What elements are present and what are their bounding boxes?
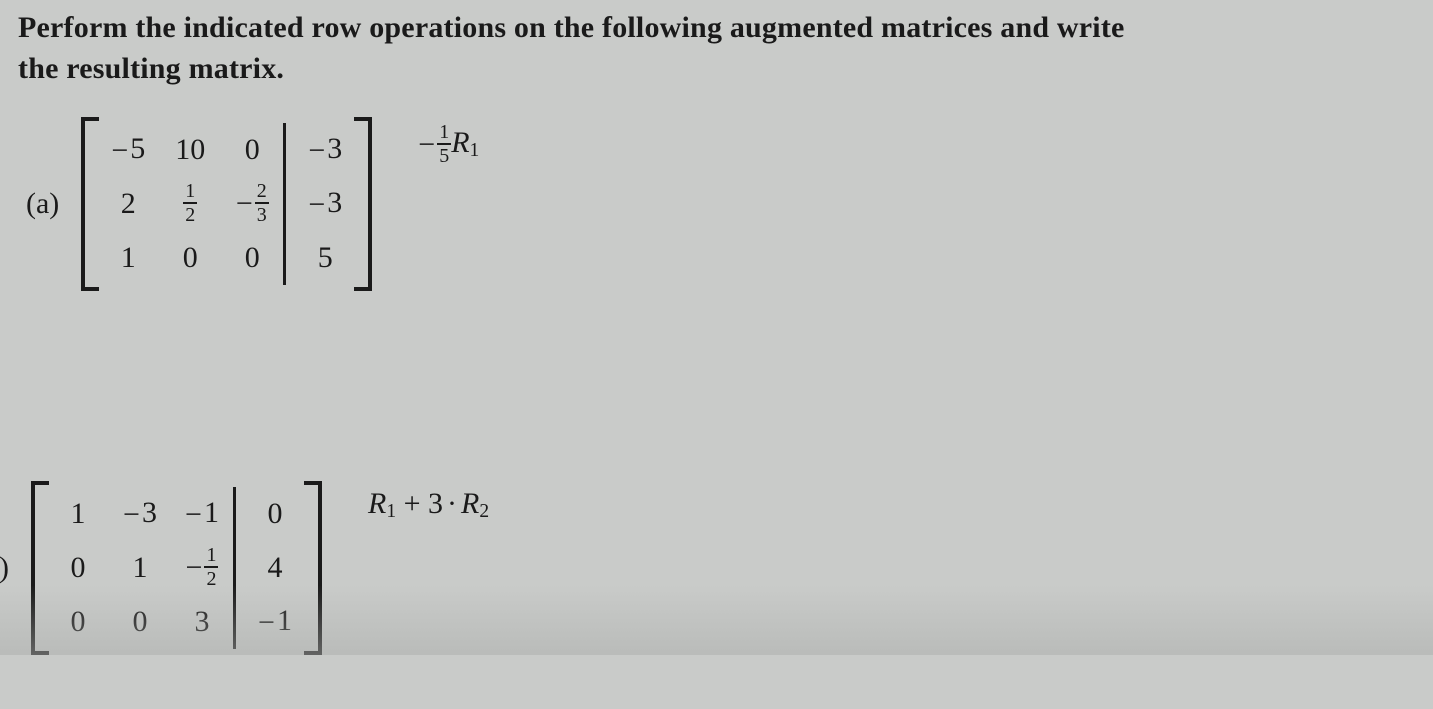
table-row: 1 0 0 5 xyxy=(97,231,356,285)
matrix-cell: 1 xyxy=(97,231,159,285)
problem-a-operation: −15R1 xyxy=(418,123,479,167)
left-bracket-icon xyxy=(31,481,49,655)
problem-b-matrix: 1 −3 −1 0 0 1 −12 4 0 0 3 −1 xyxy=(31,481,322,655)
table-row: −5 10 0 −3 xyxy=(97,123,356,177)
table-row: 0 0 3 −1 xyxy=(47,595,306,649)
problem-b-operation: R1 + 3·R2 xyxy=(368,487,489,523)
matrix-table: 1 −3 −1 0 0 1 −12 4 0 0 3 −1 xyxy=(47,487,306,649)
problem-b-label: (b) xyxy=(0,551,9,585)
table-row: 2 12 −23 −3 xyxy=(97,177,356,231)
table-row: 1 −3 −1 0 xyxy=(47,487,306,541)
matrix-aug-cell: 5 xyxy=(285,231,357,285)
matrix-cell: 10 xyxy=(159,123,221,177)
matrix-cell: −3 xyxy=(109,487,171,541)
instructions: Perform the indicated row operations on … xyxy=(18,8,1415,89)
matrix-cell: 0 xyxy=(221,123,285,177)
matrix-cell: 0 xyxy=(47,541,109,595)
matrix-cell: 12 xyxy=(159,177,221,231)
matrix-table: −5 10 0 −3 2 12 −23 −3 1 0 0 5 xyxy=(97,123,356,285)
matrix-aug-cell: 4 xyxy=(234,541,306,595)
matrix-cell: 3 xyxy=(171,595,235,649)
right-bracket-icon xyxy=(304,481,322,655)
matrix-cell: 0 xyxy=(47,595,109,649)
page: Perform the indicated row operations on … xyxy=(0,0,1433,655)
instructions-line-2: the resulting matrix. xyxy=(18,52,284,85)
matrix-cell: 0 xyxy=(221,231,285,285)
problem-a: (a) −5 10 0 −3 2 12 −23 −3 1 0 xyxy=(26,117,1415,291)
matrix-cell: 1 xyxy=(109,541,171,595)
matrix-aug-cell: −3 xyxy=(285,123,357,177)
matrix-aug-cell: −3 xyxy=(285,177,357,231)
matrix-cell: −23 xyxy=(221,177,285,231)
right-bracket-icon xyxy=(354,117,372,291)
table-row: 0 1 −12 4 xyxy=(47,541,306,595)
problem-a-matrix: −5 10 0 −3 2 12 −23 −3 1 0 0 5 xyxy=(81,117,372,291)
problem-b: (b) 1 −3 −1 0 0 1 −12 4 0 0 xyxy=(0,481,1415,655)
matrix-cell: 0 xyxy=(109,595,171,649)
left-bracket-icon xyxy=(81,117,99,291)
matrix-cell: −12 xyxy=(171,541,235,595)
matrix-cell: −5 xyxy=(97,123,159,177)
matrix-aug-cell: 0 xyxy=(234,487,306,541)
matrix-cell: 1 xyxy=(47,487,109,541)
instructions-line-1: Perform the indicated row operations on … xyxy=(18,11,1125,44)
matrix-cell: −1 xyxy=(171,487,235,541)
matrix-cell: 2 xyxy=(97,177,159,231)
matrix-cell: 0 xyxy=(159,231,221,285)
problem-a-label: (a) xyxy=(26,187,59,221)
matrix-aug-cell: −1 xyxy=(234,595,306,649)
